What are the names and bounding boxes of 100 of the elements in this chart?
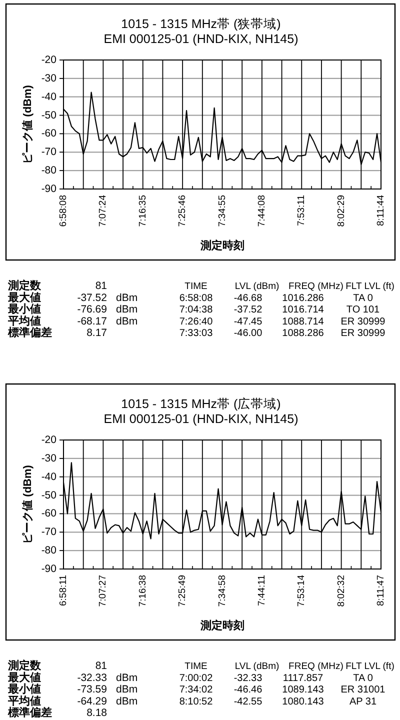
text: dBm <box>116 684 138 696</box>
text: 8.17 <box>86 327 108 340</box>
x-tick-label: 8:11:44 <box>376 195 386 226</box>
x-tick-label: 8:02:29 <box>336 195 347 227</box>
text: 7:00:02 <box>179 672 214 684</box>
x-axis-title: 測定時刻 <box>199 239 244 252</box>
text: 最大値 <box>7 670 41 684</box>
y-tick-label: -50 <box>41 489 57 502</box>
text: 1088.286 <box>282 328 324 340</box>
y-tick-label: -80 <box>41 164 57 177</box>
x-tick-label: 8:11:47 <box>376 575 386 606</box>
x-tick-label: 7:34:55 <box>216 195 228 227</box>
text: -32.33 <box>234 672 263 684</box>
text: 平均値 <box>7 314 41 328</box>
text: LVL (dBm) <box>234 661 280 672</box>
text: -73.59 <box>77 684 108 696</box>
text: -32.33 <box>77 672 108 684</box>
text: -76.69 <box>77 304 108 316</box>
text: 1089.143 <box>282 684 324 696</box>
x-tick-label: 7:44:08 <box>256 195 268 227</box>
x-tick-label: 8:02:32 <box>336 575 347 607</box>
text: TO 101 <box>346 304 380 316</box>
text: 8.18 <box>86 707 108 720</box>
y-axis-title: ピーク値 (dBm) <box>21 84 34 164</box>
text: 平均値 <box>7 694 41 708</box>
text: TIME <box>184 661 208 672</box>
text: dBm <box>116 672 138 684</box>
y-tick-label: -30 <box>41 452 57 464</box>
x-axis-title: 測定時刻 <box>199 619 244 632</box>
text: -68.17 <box>77 315 108 328</box>
y-tick-label: -30 <box>41 72 57 84</box>
text: 最小値 <box>7 302 41 316</box>
text: 1080.143 <box>282 696 324 708</box>
text: AP 31 <box>349 696 377 708</box>
y-tick-label: -60 <box>41 508 57 520</box>
text: 6:58:08 <box>179 292 214 304</box>
text: 1117.857 <box>282 672 324 684</box>
text: -46.00 <box>234 328 263 340</box>
text: TIME <box>184 281 208 292</box>
y-tick-label: -20 <box>41 54 57 66</box>
text: 測定数 <box>7 659 42 672</box>
chart-title: 1015 - 1315 MHz帯 (広帯域) <box>121 396 281 411</box>
x-tick-label: 6:58:11 <box>58 575 69 606</box>
x-tick-label: 7:16:35 <box>137 195 148 227</box>
text: 最大値 <box>7 290 41 304</box>
text: 7:04:38 <box>179 304 214 316</box>
chart-subtitle: EMI 000125-01 (HND-KIX, NH145) <box>104 32 298 46</box>
text: 81 <box>95 660 108 672</box>
text: dBm <box>116 695 138 708</box>
y-tick-label: -60 <box>41 128 57 140</box>
y-tick-label: -50 <box>41 109 57 122</box>
x-tick-label: 7:07:27 <box>98 575 109 607</box>
x-tick-label: 7:53:14 <box>296 575 308 607</box>
text: FLT LVL (ft) <box>346 661 394 672</box>
text: FREQ (MHz) <box>288 661 344 672</box>
text: -46.46 <box>234 684 263 696</box>
text: LVL (dBm) <box>234 281 280 292</box>
text: 標準偏差 <box>7 326 52 340</box>
chart-title: 1015 - 1315 MHz帯 (狭帯域) <box>121 17 281 31</box>
y-tick-label: -70 <box>41 526 57 538</box>
text: 81 <box>95 280 108 292</box>
text: TA 0 <box>353 292 374 304</box>
text: 最小値 <box>7 682 41 696</box>
text: -42.55 <box>234 696 263 708</box>
text: dBm <box>116 304 138 316</box>
text: -37.52 <box>234 304 263 316</box>
y-tick-label: -90 <box>41 183 57 195</box>
text: FLT LVL (ft) <box>346 281 394 292</box>
text: 標準偏差 <box>7 706 52 720</box>
text: 7:33:03 <box>179 328 214 340</box>
x-tick-label: 7:25:49 <box>177 575 188 607</box>
text: 7:34:02 <box>179 684 214 696</box>
text: FREQ (MHz) <box>288 281 344 292</box>
text: ER 30999 <box>340 316 386 328</box>
y-tick-label: -40 <box>41 470 57 483</box>
y-tick-label: -70 <box>41 146 57 158</box>
chart-subtitle: EMI 000125-01 (HND-KIX, NH145) <box>104 412 298 426</box>
y-tick-label: -80 <box>41 544 57 557</box>
x-tick-label: 7:07:24 <box>98 195 109 227</box>
x-tick-label: 7:16:38 <box>137 575 148 607</box>
text: 7:26:40 <box>179 316 214 328</box>
text: -64.29 <box>77 695 108 708</box>
text: 1016.286 <box>282 292 324 304</box>
text: dBm <box>116 315 138 328</box>
x-tick-label: 7:34:58 <box>216 575 228 607</box>
text: -47.45 <box>234 316 263 328</box>
text: ER 30999 <box>340 328 386 340</box>
y-tick-label: -20 <box>41 434 57 446</box>
text: dBm <box>116 292 138 304</box>
text: 1088.714 <box>282 316 324 328</box>
text: ER 31001 <box>340 684 386 696</box>
text: 8:10:52 <box>179 696 214 708</box>
text: TA 0 <box>353 672 374 684</box>
y-axis-title: ピーク値 (dBm) <box>21 464 34 544</box>
y-tick-label: -90 <box>41 563 57 575</box>
text: -37.52 <box>77 292 108 304</box>
x-tick-label: 7:44:11 <box>256 575 268 606</box>
x-tick-label: 7:25:46 <box>177 195 188 227</box>
text: 1016.714 <box>282 304 324 316</box>
text: -46.68 <box>234 292 263 304</box>
